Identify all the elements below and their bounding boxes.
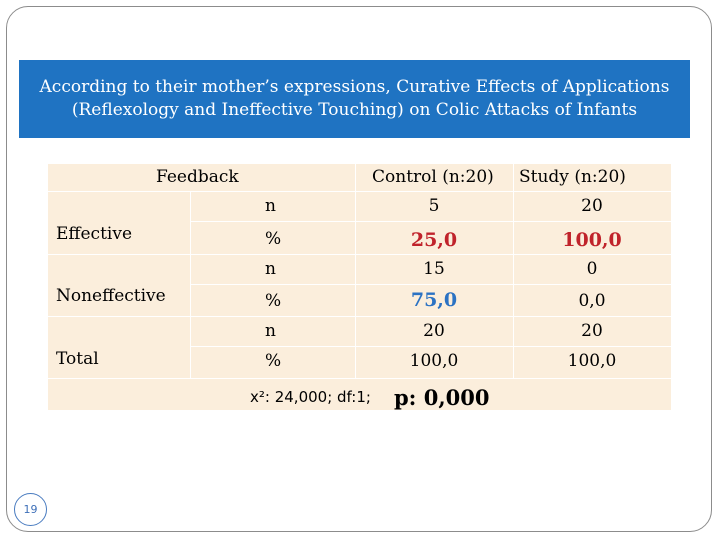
p-value: p: 0,000 [394,385,490,410]
column-divider [513,164,514,378]
pct-label: % [265,291,282,311]
pct-label: % [265,229,282,249]
row-label-effective: Effective [56,224,133,244]
control-pct-total: 100,0 [409,351,459,371]
row-label-total: Total [56,349,99,369]
slide-number-badge: 19 [14,493,47,526]
header-study: Study (n:20) [519,167,626,187]
study-n-effective: 20 [581,196,603,216]
row-divider [48,191,671,192]
chi-square-stat: x²: 24,000; df:1; [250,388,371,406]
control-n-total: 20 [423,321,445,341]
title-banner: According to their mother’s expressions,… [19,60,690,138]
pct-label: % [265,351,282,371]
row-divider [48,316,671,317]
n-label: n [265,321,276,341]
row-divider [48,254,671,255]
column-divider [190,191,191,378]
study-pct-effective: 100,0 [562,229,622,251]
control-n-noneffective: 15 [423,259,445,279]
study-n-total: 20 [581,321,603,341]
row-divider [48,378,671,379]
study-pct-total: 100,0 [567,351,617,371]
control-n-effective: 5 [428,196,440,216]
control-pct-noneffective: 75,0 [410,289,458,311]
row-divider [190,284,671,285]
row-label-noneffective: Noneffective [56,286,166,306]
header-control: Control (n:20) [372,167,494,187]
row-divider [190,221,671,222]
control-pct-effective: 25,0 [410,229,458,251]
column-divider [355,164,356,378]
header-feedback: Feedback [156,167,239,187]
study-pct-noneffective: 0,0 [578,291,606,311]
study-n-noneffective: 0 [586,259,598,279]
slide-title: According to their mother’s expressions,… [39,77,670,120]
slide-frame [6,6,712,532]
results-table [48,164,671,410]
n-label: n [265,196,276,216]
row-divider [190,346,671,347]
n-label: n [265,259,276,279]
slide-number: 19 [23,503,38,516]
